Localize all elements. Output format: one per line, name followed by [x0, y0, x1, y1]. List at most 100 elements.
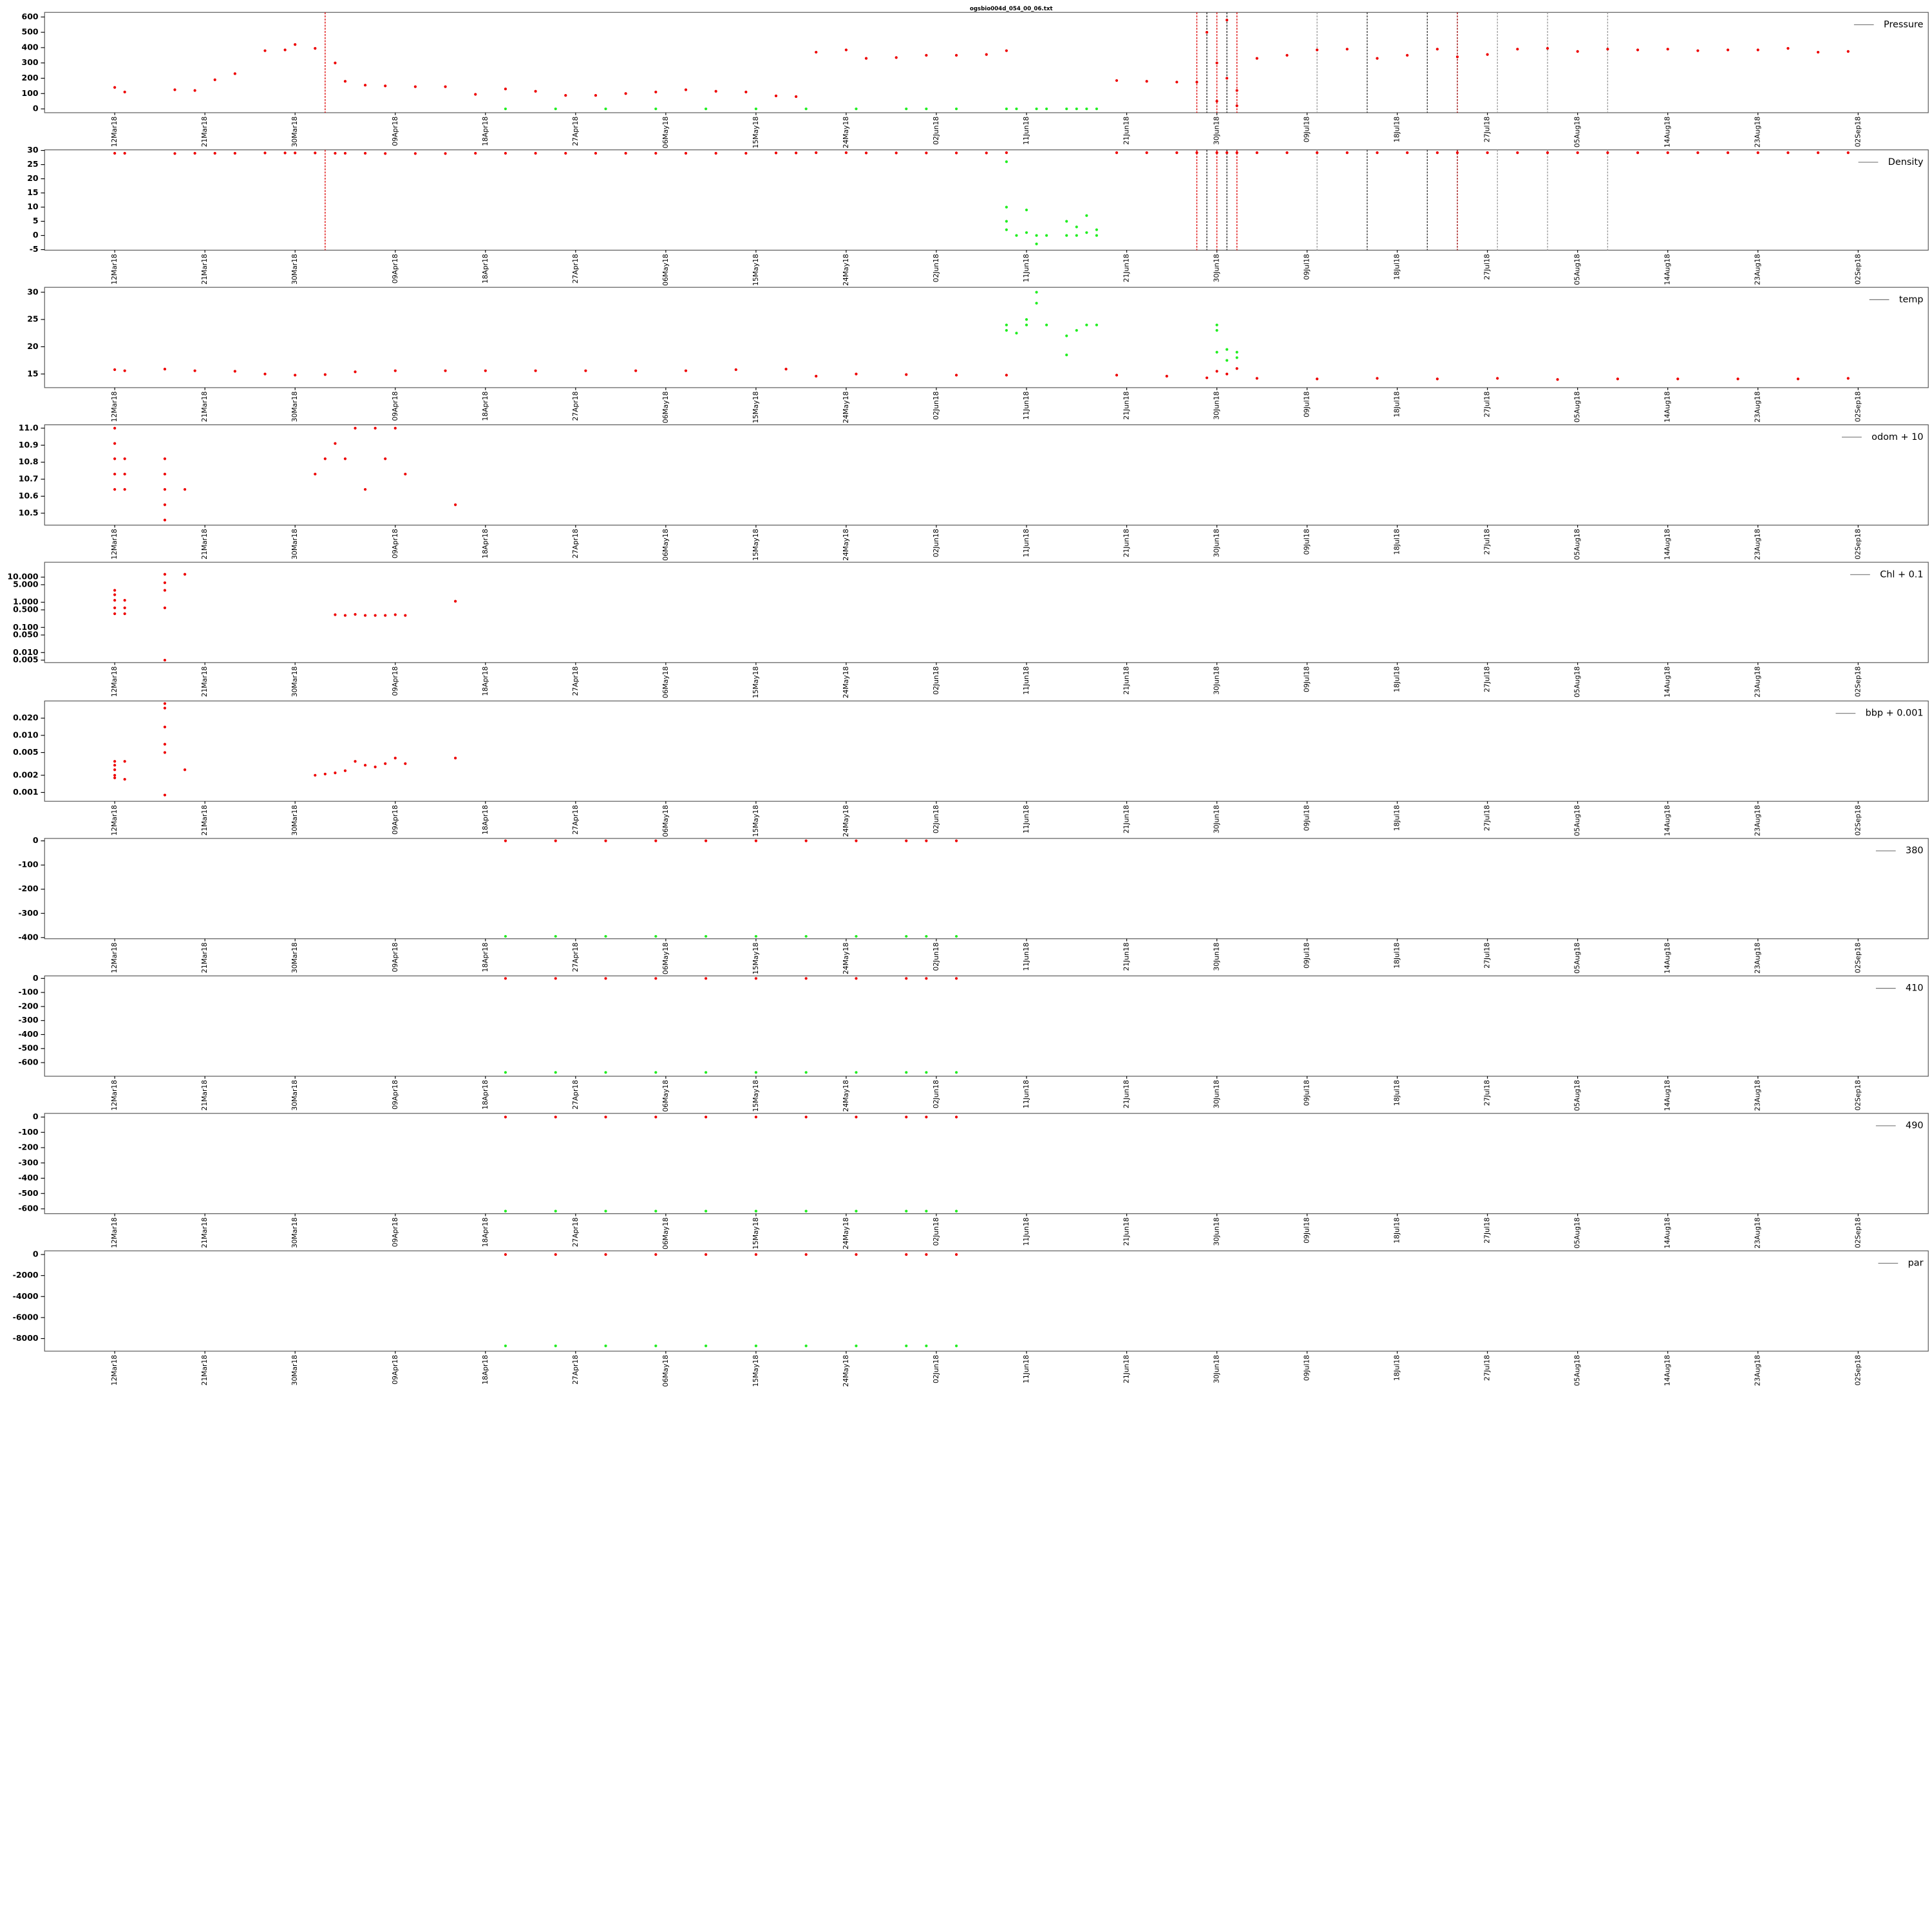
data-point: [985, 53, 988, 56]
data-point: [384, 762, 387, 765]
y-tick-label: 0.500: [13, 604, 39, 614]
data-point: [1846, 151, 1850, 155]
y-tick-label: -400: [18, 1173, 39, 1182]
x-tick-label: 02Jun18: [932, 529, 940, 557]
y-tick-label: -200: [18, 1142, 39, 1152]
data-point: [564, 151, 567, 155]
data-point: [1005, 328, 1008, 332]
data-point: [1095, 228, 1098, 231]
data-point: [954, 53, 958, 57]
y-tick-label: -100: [18, 860, 39, 869]
data-point: [1576, 151, 1579, 155]
data-point: [163, 658, 167, 662]
x-tick-label: 30Mar18: [290, 1217, 299, 1248]
data-point: [604, 1115, 607, 1119]
x-tick-label: 12Mar18: [110, 254, 118, 285]
data-point: [925, 934, 928, 938]
y-tick-label: 10.5: [19, 507, 39, 517]
data-point: [855, 839, 858, 842]
x-tick-label: 09Jul18: [1303, 805, 1311, 831]
data-point: [1435, 377, 1439, 381]
data-point: [855, 1115, 858, 1119]
data-point: [905, 1071, 908, 1074]
legend-label: 490: [1906, 1121, 1924, 1131]
data-point: [1005, 160, 1008, 164]
data-point: [795, 151, 798, 155]
data-point: [1045, 323, 1048, 327]
data-point: [363, 488, 367, 491]
data-point: [163, 518, 167, 522]
x-tick-label: 30Mar18: [290, 666, 299, 697]
y-tick-label: -200: [18, 884, 39, 893]
x-tick-label: 27Apr18: [571, 1080, 580, 1110]
data-point: [1205, 31, 1209, 34]
data-point: [534, 151, 537, 155]
data-point: [654, 977, 658, 980]
data-point: [1085, 107, 1088, 111]
x-tick-label: 02Jun18: [932, 254, 940, 282]
data-point: [554, 1115, 557, 1119]
x-tick-label: 21Mar18: [200, 942, 209, 973]
data-point: [1045, 107, 1048, 111]
x-tick-label: 23Aug18: [1754, 1217, 1762, 1249]
data-point: [554, 1071, 557, 1074]
x-tick-label: 30Jun18: [1213, 942, 1221, 971]
x-tick-label: 09Jul18: [1303, 942, 1311, 968]
x-tick-label: 30Mar18: [290, 392, 299, 422]
data-point: [1005, 220, 1008, 223]
data-point: [704, 1344, 708, 1348]
data-point: [864, 151, 868, 155]
x-tick-label: 27Jul18: [1483, 1080, 1492, 1106]
data-point: [804, 934, 808, 938]
x-tick-label: 02Sep18: [1853, 254, 1862, 285]
y-tick-label: 500: [22, 27, 39, 37]
data-point: [1005, 205, 1008, 209]
data-point: [173, 88, 176, 91]
data-point: [604, 107, 607, 111]
data-point: [504, 839, 507, 842]
data-point: [925, 1071, 928, 1074]
plot-frame: [44, 149, 1929, 251]
data-point: [844, 151, 848, 155]
data-point: [504, 151, 507, 155]
data-point: [804, 839, 808, 842]
x-tick-label: 05Aug18: [1573, 1355, 1582, 1387]
data-point: [384, 84, 387, 88]
x-tick-label: 30Jun18: [1213, 1217, 1221, 1245]
data-point: [1786, 47, 1790, 50]
data-point: [1015, 332, 1018, 335]
x-tick-label: 18Jul18: [1393, 392, 1401, 417]
data-point: [925, 107, 928, 111]
data-point: [855, 372, 858, 375]
data-point: [1015, 107, 1018, 111]
data-point: [1496, 377, 1499, 380]
data-point: [163, 581, 167, 584]
data-point: [1516, 48, 1519, 51]
data-point: [314, 773, 317, 777]
data-point: [484, 369, 487, 372]
y-tick-label: 0.002: [13, 770, 39, 779]
x-tick-label: 24May18: [842, 942, 850, 974]
x-tick-label: 05Aug18: [1573, 805, 1582, 837]
data-point: [584, 369, 587, 372]
x-tick-label: 02Jun18: [932, 805, 940, 833]
plot-frame: [44, 12, 1929, 113]
x-tick-label: 30Mar18: [290, 1080, 299, 1111]
data-point: [804, 1253, 808, 1256]
data-point: [684, 369, 688, 372]
x-tick-label: 30Jun18: [1213, 254, 1221, 282]
x-tick-label: 18Jul18: [1393, 1355, 1401, 1381]
x-tick-label: 30Mar18: [290, 1355, 299, 1386]
x-tick-label: 12Mar18: [110, 666, 118, 697]
y-tick-label: 10: [27, 202, 39, 211]
y-tick-label: 0.005: [13, 655, 39, 665]
data-point: [1035, 301, 1038, 305]
data-point: [213, 151, 216, 155]
x-tick-label: 09Apr18: [391, 942, 399, 972]
x-tick-label: 27Apr18: [571, 1217, 580, 1247]
data-point: [954, 839, 958, 842]
data-point: [113, 426, 117, 430]
data-point: [1075, 234, 1078, 237]
x-tick-label: 30Mar18: [290, 529, 299, 560]
